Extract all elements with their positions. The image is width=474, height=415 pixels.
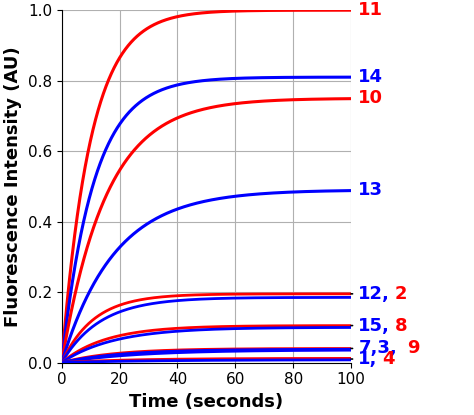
Text: 1,: 1, (358, 350, 378, 368)
Y-axis label: Fluorescence Intensity (AU): Fluorescence Intensity (AU) (4, 46, 22, 327)
Text: 13: 13 (358, 181, 383, 199)
Text: 15,: 15, (358, 317, 390, 334)
Text: 11: 11 (358, 1, 383, 19)
Text: 7,3,: 7,3, (358, 339, 397, 357)
Text: 8: 8 (395, 317, 408, 334)
Text: 9: 9 (407, 339, 419, 357)
Text: 14: 14 (358, 68, 383, 86)
Text: 2: 2 (395, 285, 407, 303)
Text: 4: 4 (383, 350, 395, 368)
X-axis label: Time (seconds): Time (seconds) (129, 393, 283, 411)
Text: 10: 10 (358, 89, 383, 107)
Text: 12,: 12, (358, 285, 390, 303)
